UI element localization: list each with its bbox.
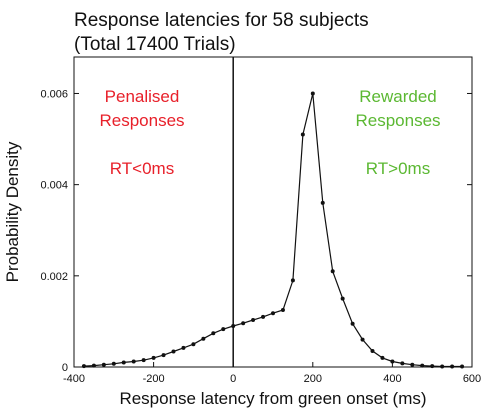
- data-point: [111, 361, 116, 366]
- data-point: [231, 323, 236, 328]
- data-point: [141, 358, 146, 363]
- data-point: [330, 269, 335, 274]
- data-point: [171, 349, 176, 354]
- data-point: [310, 91, 315, 96]
- y-axis-label: Probability Density: [3, 141, 22, 282]
- data-point: [360, 337, 365, 342]
- data-point: [290, 278, 295, 283]
- data-point: [380, 355, 385, 360]
- y-tick-label: 0: [62, 362, 68, 374]
- annotation-left-line: RT<0ms: [110, 159, 174, 178]
- y-tick-label: 0.006: [40, 88, 68, 100]
- chart-title-line-1: Response latencies for 58 subjects: [74, 10, 369, 31]
- x-tick-label: 0: [230, 373, 236, 385]
- data-point: [161, 353, 166, 358]
- annotation-right-line: Rewarded: [359, 87, 437, 106]
- data-point: [261, 314, 266, 319]
- data-point: [400, 361, 405, 366]
- data-point: [181, 345, 186, 350]
- data-point: [191, 342, 196, 347]
- data-point: [221, 327, 226, 332]
- data-point: [241, 321, 246, 326]
- data-point: [101, 362, 106, 367]
- y-axis: 0 0.002 0.004 0.006: [40, 88, 472, 374]
- chart-title-line-2: (Total 17400 Trials): [74, 34, 236, 55]
- data-point: [121, 360, 126, 365]
- annotation-left-line: Penalised: [105, 87, 180, 106]
- data-point: [450, 364, 455, 369]
- y-tick-label: 0.004: [40, 180, 68, 192]
- plot-frame: [73, 56, 473, 368]
- data-point: [460, 364, 465, 369]
- data-point: [201, 336, 206, 341]
- data-point: [420, 363, 425, 368]
- data-point: [91, 363, 96, 368]
- x-axis: -400 -200 0 200 400 600: [63, 362, 481, 385]
- y-tick-label: 0.002: [40, 271, 68, 283]
- series-line: [83, 93, 463, 368]
- data-point: [280, 308, 285, 313]
- annotation-right-line: RT>0ms: [366, 159, 430, 178]
- data-point: [410, 362, 415, 367]
- data-point: [370, 349, 375, 354]
- data-point: [320, 200, 325, 205]
- x-tick-label: -400: [63, 373, 85, 385]
- data-point: [151, 355, 156, 360]
- x-tick-label: -200: [143, 373, 165, 385]
- data-point: [131, 359, 136, 364]
- data-point: [81, 364, 86, 369]
- data-point: [350, 321, 355, 326]
- data-point: [300, 132, 305, 137]
- annotation-left-line: Responses: [99, 111, 184, 130]
- x-tick-label: 600: [463, 373, 481, 385]
- series-group: [81, 91, 465, 369]
- x-axis-label: Response latency from green onset (ms): [119, 389, 426, 408]
- annotations: Penalised Responses RT<0ms Rewarded Response…: [99, 87, 440, 178]
- data-point: [271, 311, 275, 316]
- data-point: [430, 364, 435, 369]
- data-point: [251, 318, 256, 323]
- data-point: [440, 364, 445, 369]
- annotation-right-line: Responses: [355, 111, 440, 130]
- x-tick-label: 200: [304, 373, 322, 385]
- data-point: [340, 296, 345, 301]
- data-point: [390, 359, 395, 364]
- x-tick-label: 400: [383, 373, 401, 385]
- data-point: [211, 331, 216, 336]
